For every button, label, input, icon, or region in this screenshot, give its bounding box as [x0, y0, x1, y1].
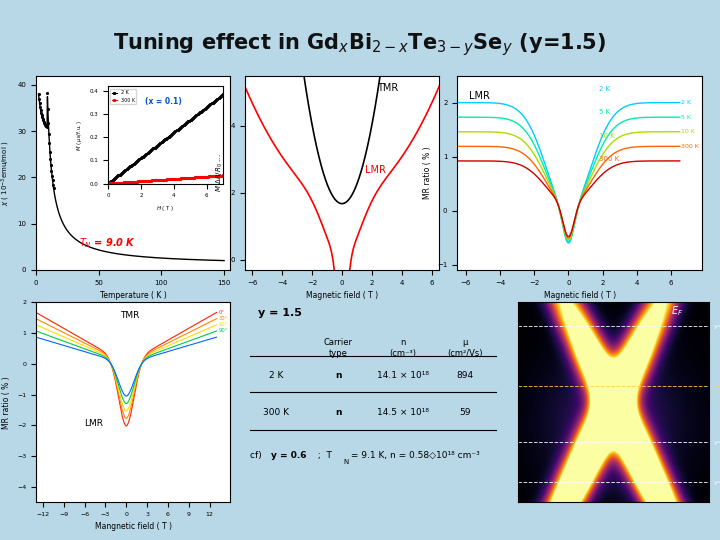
300 K	[130, 179, 139, 185]
2 K	[126, 163, 135, 170]
Text: 300 K: 300 K	[680, 144, 698, 149]
2 K	[210, 98, 218, 105]
Text: n: n	[335, 371, 341, 380]
Text: 14.1 × 10¹⁸: 14.1 × 10¹⁸	[377, 371, 429, 380]
Text: 2 K: 2 K	[269, 371, 283, 380]
Text: n: n	[335, 408, 341, 417]
Text: 300 K: 300 K	[599, 156, 619, 162]
X-axis label: Temperature ( K ): Temperature ( K )	[100, 291, 166, 300]
Text: cf): cf)	[250, 451, 265, 460]
Text: y = 1.5: y = 1.5	[258, 308, 302, 319]
300 K	[213, 173, 222, 179]
Text: Tuning effect in Gd$_x$Bi$_{2-x}$Te$_{3-y}$Se$_y$ (y=1.5): Tuning effect in Gd$_x$Bi$_{2-x}$Te$_{3-…	[113, 31, 607, 58]
Text: 14.5 × 10¹⁸: 14.5 × 10¹⁸	[377, 408, 429, 417]
Text: 59: 59	[459, 408, 471, 417]
Text: N: N	[343, 459, 348, 465]
Y-axis label: $\chi$ ( 10$^{-3}$emu/mol ): $\chi$ ( 10$^{-3}$emu/mol )	[0, 140, 12, 206]
Line: 2 K: 2 K	[107, 93, 224, 185]
Text: 2 K: 2 K	[599, 86, 611, 92]
Text: 60°: 60°	[219, 322, 228, 327]
Text: 5 K: 5 K	[680, 114, 690, 120]
300 K	[210, 173, 218, 179]
Text: 10 K: 10 K	[599, 133, 615, 139]
2 K	[163, 134, 171, 141]
Text: y=1.5: y=1.5	[714, 324, 720, 329]
Text: μ
(cm²/Vs): μ (cm²/Vs)	[447, 339, 483, 358]
Text: y = 0.6: y = 0.6	[271, 451, 306, 460]
300 K	[172, 176, 181, 182]
Text: 0°: 0°	[219, 310, 225, 315]
X-axis label: Mangnetic field ( T ): Mangnetic field ( T )	[95, 523, 171, 531]
Text: n
(cm⁻³): n (cm⁻³)	[390, 339, 416, 358]
300 K	[104, 180, 112, 187]
Text: LMR: LMR	[85, 419, 104, 428]
Text: y=0: y=0	[714, 480, 720, 485]
2 K	[219, 91, 228, 98]
Legend: 2 K, 300 K: 2 K, 300 K	[110, 89, 136, 104]
Text: 2 K: 2 K	[680, 100, 690, 105]
Text: $E_F$: $E_F$	[671, 305, 683, 318]
2 K	[130, 160, 139, 166]
Y-axis label: MR ratio ( % ): MR ratio ( % )	[2, 376, 12, 429]
Text: LMR: LMR	[365, 165, 386, 175]
X-axis label: Magnetic field ( T ): Magnetic field ( T )	[544, 291, 616, 300]
Y-axis label: MR ratio ( % ): MR ratio ( % )	[423, 146, 431, 199]
Text: TMR: TMR	[377, 83, 398, 93]
Text: Carrier
type: Carrier type	[323, 339, 353, 358]
Text: $T_N$ = 9.0 K: $T_N$ = 9.0 K	[78, 237, 136, 251]
Y-axis label: $M$ $\Delta R / R_0$ ...: $M$ $\Delta R / R_0$ ...	[215, 153, 225, 192]
Text: TMR: TMR	[120, 312, 139, 320]
300 K	[163, 176, 171, 183]
Text: y=0.2: y=0.2	[714, 440, 720, 445]
Text: 894: 894	[456, 371, 474, 380]
Text: 10 K: 10 K	[680, 129, 695, 134]
Text: y=0.6: y=0.6	[714, 384, 720, 389]
X-axis label: Magnetic field ( T ): Magnetic field ( T )	[306, 291, 378, 300]
2 K	[213, 96, 222, 102]
Text: 30°: 30°	[219, 316, 228, 321]
Text: ;  T: ; T	[315, 451, 332, 460]
Line: 300 K: 300 K	[107, 174, 224, 185]
X-axis label: $H$ ( T ): $H$ ( T )	[156, 204, 175, 213]
Text: 5 K: 5 K	[599, 110, 611, 116]
300 K	[126, 179, 135, 185]
Text: (x = 0.1): (x = 0.1)	[145, 97, 181, 106]
Y-axis label: $M$ ( $\mu_B$/f.u. ): $M$ ( $\mu_B$/f.u. )	[75, 119, 84, 151]
Text: = 9.1 K, n = 0.58◇10¹⁸ cm⁻³: = 9.1 K, n = 0.58◇10¹⁸ cm⁻³	[348, 451, 480, 460]
300 K	[219, 172, 228, 179]
Text: 90°: 90°	[219, 328, 228, 334]
Text: LMR: LMR	[469, 91, 490, 101]
Text: 300 K: 300 K	[263, 408, 289, 417]
2 K	[104, 180, 112, 187]
2 K	[172, 127, 181, 134]
